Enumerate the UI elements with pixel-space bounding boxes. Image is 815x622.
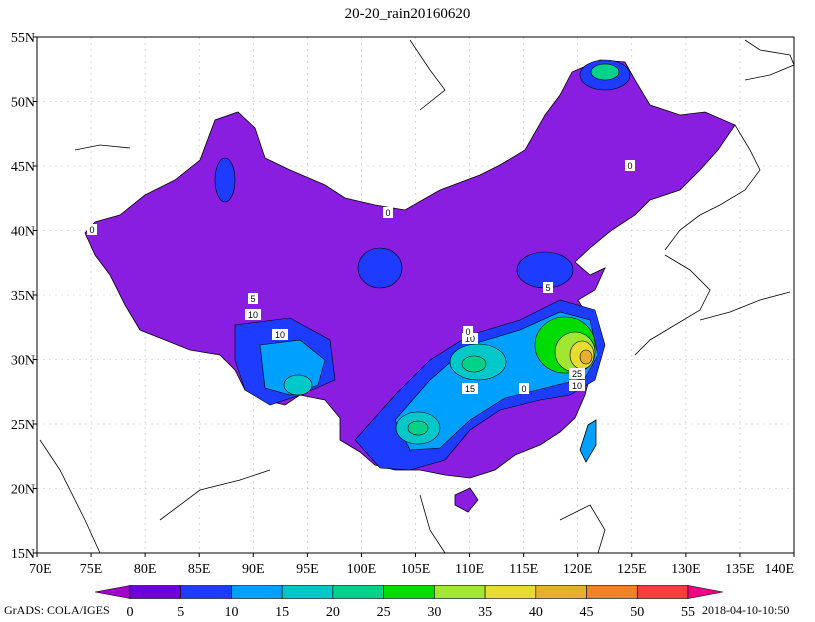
footer-credit: GrADS: COLA/IGES (4, 603, 110, 617)
contour-label: 0 (627, 161, 632, 171)
coastlines (39, 39, 795, 554)
colorbar-segment (586, 585, 638, 599)
colorbar-segment (434, 585, 486, 599)
colorbar-level-label: 15 (275, 605, 289, 620)
hainan-island (454, 487, 479, 513)
x-tick-label: 80E (134, 562, 157, 577)
colorbar-segment (180, 585, 232, 599)
y-tick-label: 25N (11, 418, 35, 433)
contour-label-bg (569, 380, 585, 391)
x-tick-label: 125E (617, 562, 647, 577)
colorbar-segment (332, 585, 384, 599)
x-tick-label: 100E (347, 562, 377, 577)
x-tick-label: 140E (764, 562, 794, 577)
contour-label-bg (625, 160, 635, 171)
colorbar-level-label: 30 (427, 605, 441, 620)
colorbar (94, 585, 724, 599)
colorbar-labels: 0 5 10 15 20 25 30 35 40 45 50 55 (127, 605, 696, 620)
contour-label: 10 (465, 334, 475, 344)
y-tick-label: 45N (11, 160, 35, 175)
x-tick-label: 120E (563, 562, 593, 577)
contour-label: 0 (521, 384, 526, 394)
x-tick-label: 135E (725, 562, 755, 577)
x-tick-label: 95E (296, 562, 319, 577)
x-tick-label: 70E (29, 562, 52, 577)
contour-label-bg (272, 329, 288, 340)
colorbar-over-triangle (687, 585, 724, 599)
precip-blob-heilongjiang-core (590, 63, 620, 81)
precip-core-yangtze-4 (579, 349, 593, 365)
y-tick-label: 35N (11, 289, 35, 304)
precip-blob-qinghai (357, 247, 403, 289)
colorbar-level-label: 20 (326, 605, 340, 620)
contour-label-bg (463, 326, 473, 337)
contour-label: 10 (248, 310, 258, 320)
footer-timestamp: 2018-04-10-10:50 (702, 603, 789, 617)
contour-label-bg (245, 309, 261, 320)
colorbar-level-label: 40 (529, 605, 543, 620)
x-tick-label: 75E (80, 562, 103, 577)
y-axis-tick-labels: 55N 50N 45N 40N 35N 30N 25N 20N 15N (11, 31, 37, 562)
contour-label-bg (543, 282, 553, 293)
contour-label-bg (87, 224, 97, 235)
x-tick-label: 115E (509, 562, 538, 577)
colorbar-level-label: 50 (630, 605, 644, 620)
colorbar-segment (535, 585, 587, 599)
y-tick-label: 55N (11, 31, 35, 46)
x-tick-label: 130E (671, 562, 701, 577)
x-tick-label: 90E (242, 562, 265, 577)
contour-label: 10 (275, 330, 285, 340)
colorbar-level-label: 35 (478, 605, 492, 620)
colorbar-level-label: 0 (127, 605, 134, 620)
contour-label-bg (569, 368, 585, 379)
x-tick-label: 85E (188, 562, 211, 577)
x-tick-label: 110E (455, 562, 484, 577)
colorbar-level-label: 5 (177, 605, 184, 620)
contour-label-bg (383, 207, 393, 218)
contour-label-bg (248, 293, 258, 304)
y-tick-label: 20N (11, 483, 35, 498)
precip-core-hubei-peak (461, 355, 487, 373)
precip-blob-tibet-peak (283, 374, 313, 396)
colorbar-segment (484, 585, 537, 599)
colorbar-level-label: 55 (681, 605, 695, 620)
x-axis-tick-labels: 70E 75E 80E 85E 90E 95E 100E 105E 110E 115E 120E 12… (29, 553, 795, 577)
contour-label: 5 (545, 283, 550, 293)
precip-core-guangxi-peak (407, 420, 429, 436)
taiwan-island (579, 419, 597, 463)
contour-label-bg (462, 333, 478, 344)
colorbar-segment (383, 585, 435, 599)
y-tick-label: 50N (11, 96, 35, 111)
colorbar-level-label: 25 (377, 605, 391, 620)
contour-label: 10 (572, 381, 582, 391)
contour-label: 15 (465, 384, 475, 394)
colorbar-segment (636, 585, 689, 599)
colorbar-level-label: 10 (224, 605, 238, 620)
contour-label: 25 (572, 369, 582, 379)
colorbar-segment (129, 585, 182, 599)
contour-label: 0 (385, 208, 390, 218)
precip-blob-xinjiang-north (214, 157, 236, 203)
contour-label: 0 (465, 327, 470, 337)
colorbar-level-label: 45 (580, 605, 594, 620)
contour-label: 5 (250, 294, 255, 304)
contour-label-bg (462, 383, 478, 394)
x-tick-label: 105E (401, 562, 431, 577)
y-tick-label: 30N (11, 354, 35, 369)
colorbar-segment (231, 585, 283, 599)
map-title: 20-20_rain20160620 (344, 6, 471, 22)
contour-label-bg (519, 383, 529, 394)
colorbar-under-triangle (94, 585, 131, 599)
y-tick-label: 40N (11, 225, 35, 240)
contour-label: 0 (89, 225, 94, 235)
colorbar-segment (281, 585, 334, 599)
y-tick-label: 15N (11, 547, 35, 562)
